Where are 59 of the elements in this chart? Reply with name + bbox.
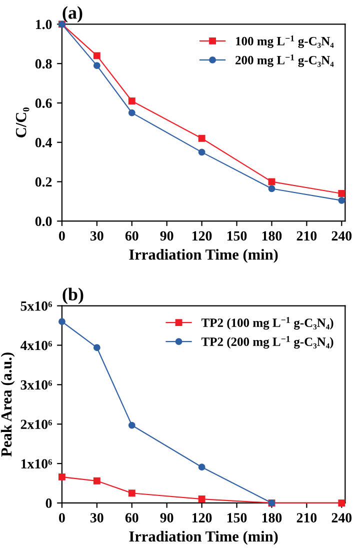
y-tick-label: 5x10⁶	[20, 301, 52, 311]
point	[338, 190, 346, 198]
point	[198, 134, 206, 142]
y-tick-label: 0.2	[35, 177, 52, 187]
y-tick-label: 0.8	[35, 59, 52, 69]
point	[128, 109, 136, 116]
y-axis-title: C/C₀	[16, 108, 30, 138]
point	[93, 62, 100, 70]
y-tick-label: 0.0	[35, 216, 52, 226]
x-tick-label: 180	[262, 231, 282, 241]
point	[128, 422, 136, 429]
y-tick-label: 0	[46, 498, 52, 508]
y-tick-label: 1x10⁶	[21, 459, 52, 468]
x-tick-label: 90	[160, 231, 174, 241]
legend-label: 100 mg L$^{−1}$ g-C₃N₄	[236, 35, 334, 48]
point	[338, 500, 346, 506]
legend-label: TP2 (200 mg L$^{−1}$ g-C₃N₄)	[201, 336, 334, 349]
y-tick-label: 1.0	[36, 20, 52, 30]
point	[268, 178, 276, 186]
point	[198, 148, 206, 156]
point	[268, 185, 276, 192]
chart-title: (b)	[62, 288, 84, 304]
point	[338, 196, 346, 204]
x-axis-title: Irradiation Time (min)	[129, 530, 278, 545]
point	[128, 98, 136, 104]
point	[198, 464, 206, 471]
point	[93, 477, 100, 484]
x-tick-label: 240	[332, 231, 352, 241]
x-tick-label: 150	[227, 513, 247, 522]
y-tick-label: 0.4	[35, 138, 52, 148]
legend-label: TP2 (100 mg L$^{−1}$ g-C₃N₄)	[201, 317, 334, 330]
x-tick-label: 30	[90, 513, 104, 522]
y-tick-label: 2x10⁶	[20, 420, 52, 430]
chart-title: (a)	[62, 6, 82, 22]
x-tick-label: 210	[296, 231, 317, 241]
x-tick-label: 60	[125, 231, 138, 241]
x-tick-label: 30	[90, 231, 104, 241]
y-tick-label: 3x10⁶	[20, 380, 52, 390]
x-tick-label: 60	[125, 513, 138, 522]
y-tick-label: 0.6	[35, 98, 52, 108]
y-tick-label: 4x10⁶	[20, 340, 52, 350]
x-axis-title: Irradiation Time (min)	[129, 248, 278, 263]
point	[58, 318, 66, 326]
x-tick-label: 120	[192, 231, 212, 241]
point	[128, 490, 136, 497]
point	[93, 344, 100, 352]
x-tick-label: 120	[192, 513, 212, 522]
x-tick-label: 0	[59, 513, 65, 522]
x-tick-label: 240	[332, 513, 352, 522]
point	[93, 52, 100, 60]
y-axis-title: Peak Area (a.u.)	[0, 352, 15, 457]
legend-label: 200 mg L$^{−1}$ g-C₃N₄	[236, 54, 334, 68]
x-tick-label: 150	[227, 231, 247, 241]
x-tick-label: 0	[59, 231, 65, 241]
x-tick-label: 90	[160, 513, 174, 522]
point	[58, 473, 66, 480]
x-tick-label: 210	[296, 513, 317, 522]
point	[198, 496, 206, 503]
x-tick-label: 180	[262, 513, 282, 522]
